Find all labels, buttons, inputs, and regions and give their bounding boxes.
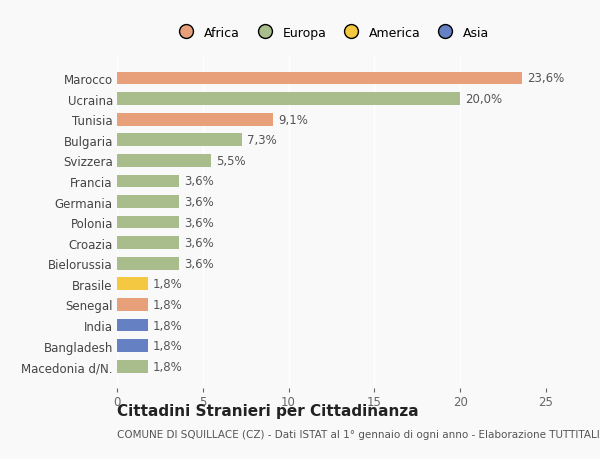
Text: 3,6%: 3,6% <box>184 175 214 188</box>
Bar <box>117 134 242 147</box>
Bar <box>117 360 148 373</box>
Text: 3,6%: 3,6% <box>184 237 214 250</box>
Text: 3,6%: 3,6% <box>184 216 214 229</box>
Bar <box>117 155 211 168</box>
Bar <box>117 319 148 332</box>
Bar <box>117 113 273 126</box>
Bar <box>117 257 179 270</box>
Bar <box>117 278 148 291</box>
Text: 1,8%: 1,8% <box>153 319 183 332</box>
Text: 9,1%: 9,1% <box>278 113 308 126</box>
Bar <box>117 216 179 229</box>
Bar <box>117 73 522 85</box>
Text: 3,6%: 3,6% <box>184 257 214 270</box>
Bar <box>117 175 179 188</box>
Text: COMUNE DI SQUILLACE (CZ) - Dati ISTAT al 1° gennaio di ogni anno - Elaborazione : COMUNE DI SQUILLACE (CZ) - Dati ISTAT al… <box>117 429 600 439</box>
Text: Cittadini Stranieri per Cittadinanza: Cittadini Stranieri per Cittadinanza <box>117 403 419 419</box>
Text: 1,8%: 1,8% <box>153 278 183 291</box>
Bar <box>117 298 148 311</box>
Text: 20,0%: 20,0% <box>466 93 502 106</box>
Text: 1,8%: 1,8% <box>153 339 183 353</box>
Legend: Africa, Europa, America, Asia: Africa, Europa, America, Asia <box>172 24 491 42</box>
Bar <box>117 340 148 353</box>
Bar <box>117 237 179 250</box>
Text: 1,8%: 1,8% <box>153 298 183 311</box>
Text: 7,3%: 7,3% <box>247 134 277 147</box>
Bar <box>117 196 179 208</box>
Text: 23,6%: 23,6% <box>527 72 565 85</box>
Text: 3,6%: 3,6% <box>184 196 214 208</box>
Bar <box>117 93 460 106</box>
Text: 1,8%: 1,8% <box>153 360 183 373</box>
Text: 5,5%: 5,5% <box>217 155 246 168</box>
